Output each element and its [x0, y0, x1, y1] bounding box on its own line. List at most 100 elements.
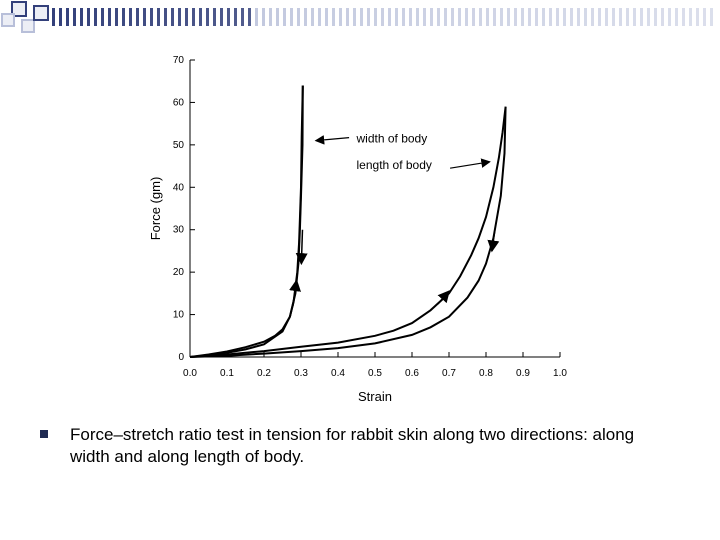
deco-stripe [458, 8, 461, 26]
deco-stripe [514, 8, 517, 26]
annotation-width-of-body: width of body [356, 132, 428, 146]
y-tick-label: 50 [173, 140, 185, 151]
deco-stripe [619, 8, 622, 26]
deco-stripe [80, 8, 83, 26]
x-tick-label: 0.1 [220, 368, 234, 379]
deco-stripe [332, 8, 335, 26]
deco-stripe [402, 8, 405, 26]
deco-stripe [626, 8, 629, 26]
deco-stripe [661, 8, 664, 26]
y-axis-label: Force (gm) [148, 177, 163, 241]
x-tick-label: 0.0 [183, 368, 197, 379]
annotation-length-of-body: length of body [357, 158, 432, 172]
deco-stripe [507, 8, 510, 26]
deco-stripe [192, 8, 195, 26]
deco-stripe [430, 8, 433, 26]
deco-stripe [304, 8, 307, 26]
deco-stripe [52, 8, 55, 26]
deco-stripe [283, 8, 286, 26]
x-tick-label: 1.0 [553, 368, 567, 379]
x-tick-label: 0.3 [294, 368, 308, 379]
x-axis-label: Strain [358, 389, 392, 404]
deco-stripe [59, 8, 62, 26]
series-line-2 [189, 85, 304, 358]
deco-stripe [206, 8, 209, 26]
caption-text: Force–stretch ratio test in tension for … [70, 424, 690, 468]
direction-arrow [295, 229, 308, 266]
decorative-header-squares [1, 1, 713, 33]
deco-stripe [423, 8, 426, 26]
x-tick-label: 0.9 [516, 368, 530, 379]
deco-stripe [290, 8, 293, 26]
deco-stripe [73, 8, 76, 26]
deco-stripe [136, 8, 139, 26]
deco-stripe [689, 8, 692, 26]
deco-stripe [129, 8, 132, 26]
direction-arrow [487, 229, 500, 253]
deco-stripe [444, 8, 447, 26]
x-tick-label: 0.8 [479, 368, 493, 379]
deco-stripe [647, 8, 650, 26]
x-tick-label: 0.7 [442, 368, 456, 379]
deco-stripe [640, 8, 643, 26]
deco-stripe [605, 8, 608, 26]
y-tick-label: 0 [178, 352, 184, 363]
deco-stripe [668, 8, 671, 26]
deco-stripe [374, 8, 377, 26]
deco-stripe [570, 8, 573, 26]
deco-stripe [633, 8, 636, 26]
deco-stripe [563, 8, 566, 26]
deco-stripe [703, 8, 706, 26]
deco-stripe [241, 8, 244, 26]
deco-stripe [500, 8, 503, 26]
deco-stripe [255, 8, 258, 26]
deco-stripe [479, 8, 482, 26]
deco-stripe [178, 8, 181, 26]
deco-stripe [248, 8, 251, 26]
deco-stripe [451, 8, 454, 26]
x-tick-label: 0.5 [368, 368, 382, 379]
deco-stripe [150, 8, 153, 26]
deco-stripe [220, 8, 223, 26]
series-line-4 [189, 106, 507, 358]
deco-stripe [367, 8, 370, 26]
deco-stripe [577, 8, 580, 26]
deco-stripe [528, 8, 531, 26]
deco-stripe [353, 8, 356, 26]
deco-stripe [213, 8, 216, 26]
deco-stripe [227, 8, 230, 26]
deco-stripe [388, 8, 391, 26]
deco-stripe [416, 8, 419, 26]
deco-stripe [234, 8, 237, 26]
deco-stripe [465, 8, 468, 26]
y-tick-label: 30 [173, 225, 185, 236]
x-tick-label: 0.2 [257, 368, 271, 379]
deco-stripe [87, 8, 90, 26]
deco-stripe [171, 8, 174, 26]
deco-stripe [521, 8, 524, 26]
deco-stripe [199, 8, 202, 26]
y-tick-label: 10 [173, 310, 185, 321]
deco-stripe [185, 8, 188, 26]
deco-stripe [339, 8, 342, 26]
series-line-1 [189, 85, 304, 358]
direction-arrow [289, 279, 301, 307]
deco-stripe [486, 8, 489, 26]
direction-arrow [437, 290, 450, 305]
y-tick-label: 60 [173, 97, 185, 108]
deco-square [21, 19, 35, 33]
deco-stripe [591, 8, 594, 26]
deco-stripe [94, 8, 97, 26]
deco-stripe [682, 8, 685, 26]
annotation-arrow-length [450, 158, 491, 169]
deco-stripe [115, 8, 118, 26]
deco-stripe [696, 8, 699, 26]
deco-stripe [269, 8, 272, 26]
deco-stripe [556, 8, 559, 26]
y-tick-label: 20 [173, 267, 185, 278]
deco-stripe [262, 8, 265, 26]
deco-stripe [297, 8, 300, 26]
deco-stripe [164, 8, 167, 26]
force-strain-chart: 0.0 0.1 0.2 0.3 0.4 0.5 0.6 0.7 0.8 0.9 1.0 0 10 20 30… [140, 50, 580, 410]
caption-line-1: Force–stretch ratio test in tension for … [70, 425, 635, 444]
